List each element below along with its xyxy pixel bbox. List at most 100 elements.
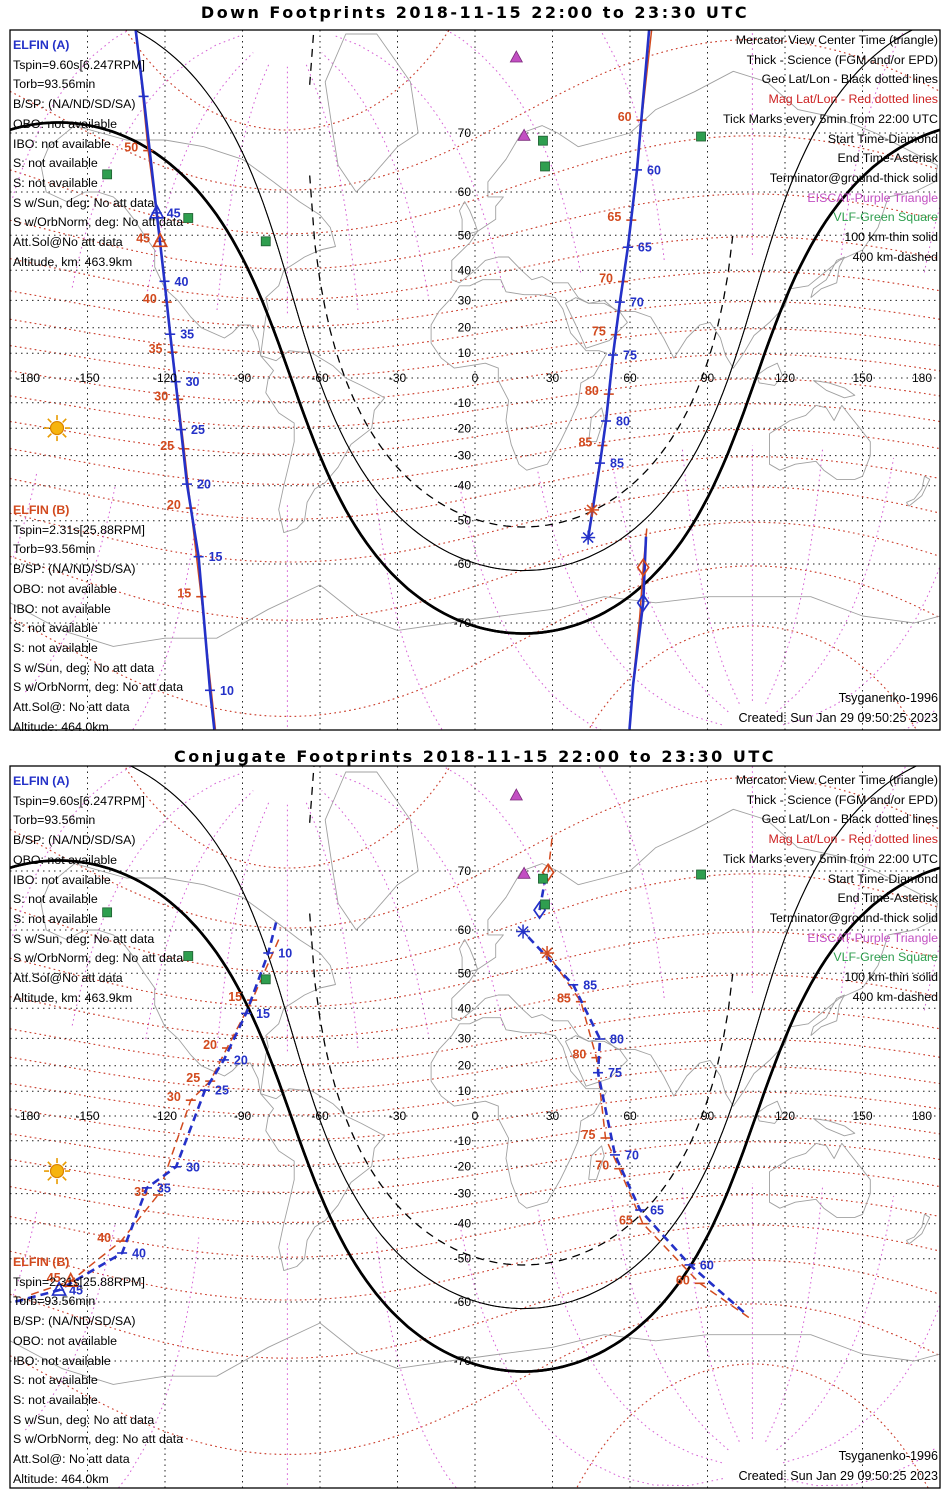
- legend-line: Thick - Science (FGM and/or EPD): [746, 792, 938, 807]
- vlf-square-icon: [260, 974, 271, 985]
- legend-line: Tick Marks every 5min from 22:00 UTC: [722, 111, 938, 126]
- legend: Mercator View Center Time (triangle) Thic…: [723, 771, 938, 1007]
- credits: Tsyganenko-1996 Created: Sun Jan 29 09:5…: [738, 688, 938, 728]
- vlf-square-icon: [696, 869, 706, 880]
- info-line: S: not available: [13, 1392, 98, 1407]
- info-line: S w/Sun, deg: No att data: [13, 931, 155, 946]
- info-line: S w/OrbNorm, deg: No att data: [13, 1432, 184, 1447]
- legend-line: Terminator@ground-thick solid: [769, 170, 938, 185]
- info-line: Torb=93.56min: [13, 542, 96, 557]
- elfin-b-header: ELFIN (B): [13, 1255, 70, 1269]
- legend-line: 100 km-thin solid: [844, 970, 938, 985]
- time-tick-label: 85: [557, 992, 571, 1006]
- time-tick-label: 35: [180, 328, 194, 342]
- credits: Tsyganenko-1996 Created: Sun Jan 29 09:5…: [738, 1446, 938, 1486]
- latitude-label: 20: [458, 1059, 472, 1073]
- longitude-label: 30: [546, 371, 560, 385]
- latitude-label: -70: [454, 616, 472, 630]
- legend-line: Geo Lat/Lon - Black dotted lines: [761, 812, 938, 827]
- vlf-square-icon: [102, 907, 113, 918]
- eiscat-triangle-icon: [509, 788, 524, 801]
- elfin-a-track: [586, 30, 651, 538]
- time-tick-label: 30: [186, 375, 200, 389]
- time-tick-label: 20: [203, 1038, 217, 1052]
- map-frame: [9, 765, 941, 1489]
- time-tick-label: 80: [572, 1048, 586, 1062]
- info-line: B/SP: (NA/ND/SD/SA): [13, 833, 136, 848]
- legend-lines: Mercator View Center Time (triangle) Thic…: [723, 31, 938, 267]
- latitude-label: 70: [458, 126, 472, 140]
- legend-line: 400 km-dashed: [852, 989, 938, 1004]
- info-line: Torb=93.56min: [13, 1294, 96, 1309]
- latitude-label: -30: [454, 1187, 472, 1201]
- legend-line: Mercator View Center Time (triangle): [735, 33, 938, 47]
- info-line: B/SP: (NA/ND/SD/SA): [13, 97, 136, 112]
- vlf-square-icon: [260, 236, 271, 247]
- latitude-label: -70: [454, 1354, 472, 1368]
- info-line: OBO: not available: [13, 581, 118, 596]
- info-line: Att.Sol@No att data: [13, 971, 123, 986]
- info-line: B/SP: (NA/ND/SD/SA): [13, 562, 136, 577]
- time-tick-label: 40: [97, 1231, 111, 1245]
- time-tick-label: 15: [177, 587, 191, 601]
- elfin-a-info-block: ELFIN (A) Tspin=9.60s[6.247RPM] Torb=93.5…: [13, 772, 183, 1008]
- triangle-marker: [148, 203, 165, 219]
- latitude-label: -20: [454, 421, 472, 435]
- longitude-label: 60: [623, 1109, 637, 1123]
- time-tick-label: 70: [630, 296, 644, 310]
- legend-line: Geo Lat/Lon - Black dotted lines: [761, 72, 938, 87]
- time-tick-label: 85: [583, 978, 597, 992]
- legend-line: End Time-Asterisk: [837, 891, 938, 906]
- time-tick-label: 70: [625, 1148, 639, 1162]
- time-tick-label: 25: [215, 1084, 229, 1098]
- longitude-label: -30: [389, 371, 407, 385]
- time-tick-label: 30: [154, 389, 168, 403]
- latitude-label: 40: [458, 263, 472, 277]
- panel-title: Conjugate Footprints 2018-11-15 22:00 to…: [174, 747, 776, 766]
- info-line: S: not available: [13, 156, 98, 171]
- latitude-label: -10: [454, 1134, 472, 1148]
- diamond-marker: [636, 593, 650, 613]
- time-tick-label: 75: [582, 1128, 596, 1142]
- longitude-label: 180: [912, 1109, 932, 1123]
- time-tick-label: 80: [610, 1033, 624, 1047]
- longitude-label: -150: [75, 371, 99, 385]
- latitude-label: 40: [458, 1001, 472, 1015]
- latitude-label: 30: [458, 1031, 472, 1045]
- elfin-a-track: [13, 922, 278, 1304]
- legend-line: VLF-Green Square: [833, 210, 938, 225]
- latitude-label: -40: [454, 1217, 472, 1231]
- time-tick-label: 65: [619, 1214, 633, 1228]
- time-tick-label: 40: [132, 1247, 146, 1261]
- info-line: IBO: not available: [13, 601, 111, 616]
- elfin-b-info-block: ELFIN (B) Tspin=2.31s[25.88RPM] Torb=93.5…: [13, 1253, 183, 1489]
- latitude-label: -60: [454, 1295, 472, 1309]
- info-line: Tspin=9.60s[6.247RPM]: [13, 793, 145, 808]
- latitude-label: -20: [454, 1159, 472, 1173]
- longitude-label: 120: [775, 1109, 795, 1123]
- info-line: S: not available: [13, 175, 98, 190]
- time-tick-label: 80: [616, 415, 630, 429]
- legend-line: VLF-Green Square: [833, 950, 938, 965]
- model-credit: Tsyganenko-1996: [838, 691, 938, 705]
- info-line: B/SP: (NA/ND/SD/SA): [13, 1314, 136, 1329]
- longitude-label: -120: [153, 1109, 177, 1123]
- time-tick-label: 25: [160, 439, 174, 453]
- info-line: Att.Sol@No att data: [13, 235, 123, 250]
- legend-line: Terminator@ground-thick solid: [769, 910, 938, 925]
- elfin-b-header: ELFIN (B): [13, 503, 70, 517]
- info-line: S: not available: [13, 640, 98, 655]
- longitude-label: -120: [153, 371, 177, 385]
- vlf-square-icon: [183, 213, 194, 223]
- vlf-square-icon: [183, 951, 194, 961]
- legend-line: Tick Marks every 5min from 22:00 UTC: [722, 851, 938, 866]
- created-timestamp: Created: Sun Jan 29 09:50:25 2023: [738, 711, 938, 725]
- time-tick-label: 45: [167, 206, 181, 220]
- elfin-a-track: [522, 930, 745, 1314]
- time-tick-label: 85: [610, 457, 624, 471]
- legend-line: EISCAT-Purple Triangle: [807, 930, 938, 945]
- longitude-label: 180: [912, 371, 932, 385]
- legend-line: 400 km-dashed: [852, 249, 938, 264]
